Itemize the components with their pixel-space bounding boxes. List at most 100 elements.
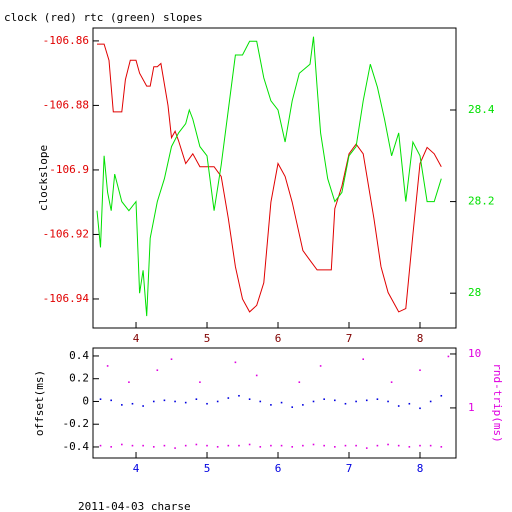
data-point bbox=[131, 444, 134, 447]
data-point bbox=[387, 400, 389, 403]
data-point bbox=[163, 444, 166, 447]
data-point bbox=[408, 446, 411, 448]
data-line bbox=[96, 36, 442, 317]
y-tick-label: -106.88 bbox=[43, 98, 89, 111]
data-point bbox=[152, 446, 155, 448]
data-point bbox=[121, 404, 123, 406]
data-point bbox=[216, 446, 219, 448]
data-point bbox=[355, 444, 357, 447]
data-line bbox=[97, 43, 442, 313]
x-tick-label: 5 bbox=[204, 462, 211, 475]
data-point bbox=[440, 446, 443, 448]
data-point bbox=[206, 444, 208, 447]
data-point bbox=[152, 400, 155, 403]
y-axis-label: offset(ms) bbox=[33, 370, 46, 436]
x-tick-label: 8 bbox=[417, 462, 424, 475]
data-point bbox=[227, 397, 230, 399]
data-point bbox=[156, 369, 159, 372]
data-point bbox=[259, 400, 262, 403]
data-point bbox=[387, 443, 389, 446]
data-point bbox=[365, 447, 368, 449]
y-axis-label: clockslope bbox=[37, 145, 50, 211]
data-point bbox=[259, 446, 262, 448]
y2-tick-label: 28.4 bbox=[468, 103, 495, 116]
y2-tick-label: 1 bbox=[468, 401, 475, 414]
plot-frame bbox=[92, 347, 457, 459]
data-point bbox=[227, 444, 230, 447]
data-point bbox=[131, 402, 134, 405]
data-point bbox=[365, 399, 368, 402]
data-point bbox=[447, 355, 450, 358]
data-point bbox=[142, 405, 144, 407]
data-point bbox=[99, 398, 102, 400]
data-point bbox=[334, 399, 336, 402]
data-point bbox=[110, 399, 112, 402]
data-point bbox=[291, 446, 294, 448]
data-point bbox=[323, 398, 325, 400]
data-point bbox=[319, 365, 322, 367]
data-point bbox=[429, 444, 432, 447]
data-point bbox=[195, 398, 198, 400]
data-point bbox=[199, 381, 201, 383]
data-point bbox=[174, 400, 176, 403]
data-point bbox=[255, 374, 258, 377]
y2-tick-label: 28.2 bbox=[468, 195, 495, 208]
x-tick-label: 7 bbox=[346, 462, 353, 475]
y2-tick-label: 28 bbox=[468, 286, 481, 299]
x-tick-label: 6 bbox=[275, 462, 282, 475]
x-tick-label: 5 bbox=[204, 332, 211, 345]
data-point bbox=[248, 398, 251, 400]
data-point bbox=[170, 358, 173, 360]
data-point bbox=[397, 405, 400, 407]
y-tick-label: -106.86 bbox=[43, 34, 89, 47]
y-tick-label: -106.92 bbox=[43, 227, 89, 240]
data-point bbox=[298, 381, 301, 383]
data-point bbox=[206, 402, 208, 405]
data-point bbox=[334, 446, 336, 448]
y-tick-label: -0.4 bbox=[63, 440, 90, 453]
data-point bbox=[323, 444, 325, 447]
data-point bbox=[234, 361, 237, 364]
data-point bbox=[163, 399, 166, 402]
data-point bbox=[312, 400, 315, 403]
y-tick-label: -106.94 bbox=[43, 292, 90, 305]
data-point bbox=[184, 401, 187, 404]
x-tick-label: 7 bbox=[346, 332, 353, 345]
x-tick-label: 8 bbox=[417, 332, 424, 345]
x-tick-label: 4 bbox=[133, 462, 140, 475]
data-point bbox=[248, 443, 251, 446]
y-tick-label: -106.9 bbox=[49, 163, 89, 176]
data-point bbox=[390, 381, 393, 383]
y-tick-label: 0.4 bbox=[69, 349, 89, 362]
data-point bbox=[291, 406, 294, 408]
x-tick-label: 6 bbox=[275, 332, 282, 345]
data-point bbox=[280, 401, 283, 404]
data-point bbox=[419, 407, 421, 410]
data-point bbox=[362, 358, 365, 360]
data-point bbox=[121, 443, 123, 446]
plot-frame bbox=[92, 27, 457, 329]
chart-title: clock (red) rtc (green) slopes bbox=[4, 11, 203, 24]
data-point bbox=[238, 394, 240, 397]
footer: 2011-04-03 charse bbox=[78, 500, 191, 512]
y2-axis-label: rnd-trip(ms) bbox=[491, 363, 504, 442]
y-tick-label: 0.2 bbox=[69, 372, 89, 385]
data-point bbox=[302, 444, 304, 447]
data-point bbox=[238, 444, 240, 447]
y2-tick-label: 10 bbox=[468, 347, 481, 360]
data-point bbox=[99, 444, 102, 447]
data-point bbox=[312, 443, 315, 446]
y-tick-label: 0 bbox=[82, 394, 89, 407]
data-point bbox=[184, 444, 187, 447]
data-point bbox=[355, 400, 357, 403]
data-point bbox=[174, 447, 176, 449]
data-point bbox=[110, 446, 112, 448]
data-point bbox=[376, 444, 379, 447]
x-tick-label: 4 bbox=[133, 332, 140, 345]
data-point bbox=[142, 444, 144, 447]
data-point bbox=[408, 402, 411, 405]
data-point bbox=[419, 369, 421, 372]
data-point bbox=[128, 381, 130, 383]
